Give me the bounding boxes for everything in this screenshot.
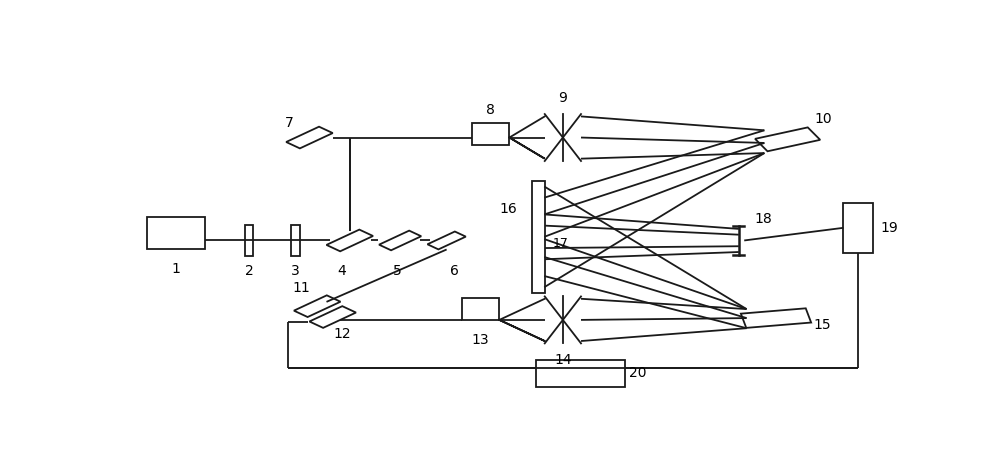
Text: 14: 14 — [554, 353, 572, 367]
Text: 10: 10 — [815, 113, 832, 127]
Text: 9: 9 — [558, 91, 567, 105]
Text: 18: 18 — [754, 212, 772, 226]
Bar — [532, 181, 545, 293]
Bar — [462, 298, 499, 320]
Text: 8: 8 — [486, 104, 495, 117]
Text: 13: 13 — [472, 333, 490, 347]
Polygon shape — [326, 230, 373, 251]
Text: 6: 6 — [450, 264, 459, 278]
Text: 17: 17 — [553, 237, 569, 250]
Polygon shape — [294, 295, 340, 317]
Polygon shape — [309, 306, 356, 328]
Text: 5: 5 — [393, 264, 402, 278]
Text: 16: 16 — [499, 202, 517, 216]
Polygon shape — [379, 231, 421, 250]
Bar — [147, 217, 205, 250]
Text: 11: 11 — [293, 281, 311, 295]
Text: 2: 2 — [245, 264, 253, 278]
Text: 4: 4 — [338, 264, 346, 278]
Polygon shape — [755, 128, 820, 151]
Text: 3: 3 — [291, 264, 300, 278]
Bar — [245, 225, 253, 256]
Text: 19: 19 — [881, 221, 898, 235]
Polygon shape — [427, 232, 466, 250]
Text: 12: 12 — [333, 327, 351, 341]
Bar — [536, 360, 625, 387]
Polygon shape — [286, 127, 333, 148]
Bar — [843, 203, 873, 253]
Bar — [291, 225, 300, 256]
Text: 1: 1 — [171, 262, 180, 276]
Text: 15: 15 — [813, 318, 831, 333]
Text: 7: 7 — [285, 116, 294, 130]
Polygon shape — [741, 308, 811, 328]
Text: 20: 20 — [629, 366, 647, 380]
Bar — [472, 123, 509, 145]
